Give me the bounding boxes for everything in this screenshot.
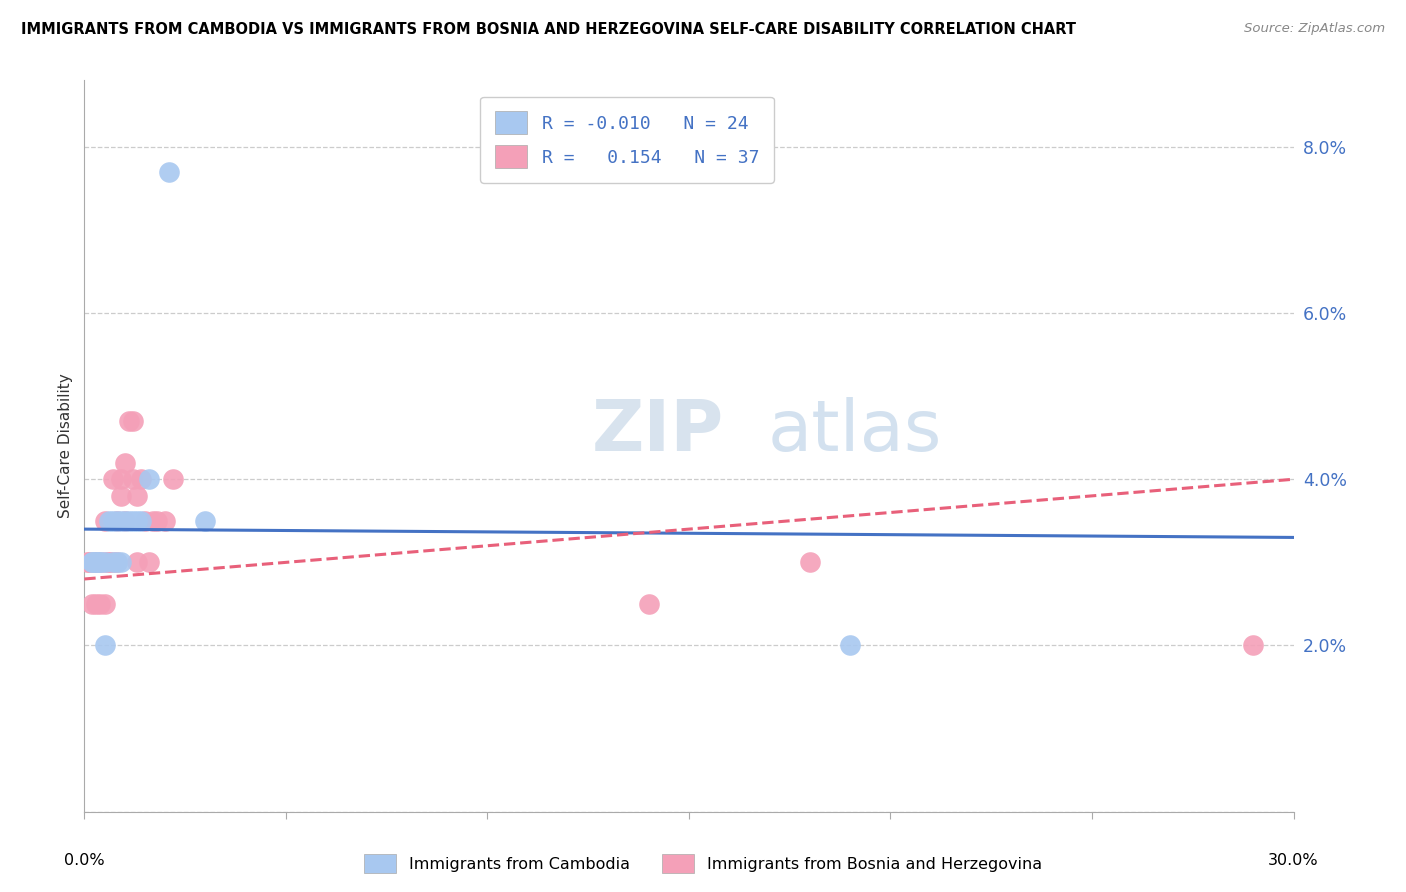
Point [110,489,132,503]
Point [93,555,115,569]
Point [142,514,165,528]
Point [101,555,124,569]
Point [101,555,124,569]
Point [1241,639,1264,653]
Text: IMMIGRANTS FROM CAMBODIA VS IMMIGRANTS FROM BOSNIA AND HERZEGOVINA SELF-CARE DIS: IMMIGRANTS FROM CAMBODIA VS IMMIGRANTS F… [21,22,1076,37]
Text: 0.0%: 0.0% [65,854,104,868]
Point [89,555,111,569]
Point [194,514,217,528]
Point [89,597,111,611]
Point [110,555,132,569]
Point [637,597,659,611]
Point [138,555,160,569]
Y-axis label: Self-Care Disability: Self-Care Disability [58,374,73,518]
Point [121,414,143,428]
Point [101,514,124,528]
Point [114,456,136,470]
Point [86,555,108,569]
Point [162,472,184,486]
Point [77,555,100,569]
Point [134,514,156,528]
Point [97,555,120,569]
Point [93,639,115,653]
Point [93,597,115,611]
Point [118,414,141,428]
Point [89,555,111,569]
Point [105,555,128,569]
Point [146,514,169,528]
Point [97,514,120,528]
Point [129,514,152,528]
Point [86,555,108,569]
Point [97,555,120,569]
Point [82,555,104,569]
Text: 30.0%: 30.0% [1268,854,1319,868]
Point [110,514,132,528]
Legend: Immigrants from Cambodia, Immigrants from Bosnia and Herzegovina: Immigrants from Cambodia, Immigrants fro… [359,847,1047,880]
Text: ZIP: ZIP [592,397,724,466]
Point [89,555,111,569]
Point [125,514,148,528]
Point [86,555,108,569]
Point [157,164,180,178]
Point [125,555,148,569]
Point [101,472,124,486]
Point [121,514,143,528]
Point [799,555,821,569]
Point [82,597,104,611]
Point [105,555,128,569]
Point [138,472,160,486]
Point [105,514,128,528]
Point [86,597,108,611]
Point [93,514,115,528]
Point [110,472,132,486]
Point [121,472,143,486]
Point [105,514,128,528]
Text: atlas: atlas [768,397,942,466]
Legend: R = -0.010   N = 24, R =   0.154   N = 37: R = -0.010 N = 24, R = 0.154 N = 37 [481,96,773,183]
Point [153,514,176,528]
Point [93,555,115,569]
Point [82,555,104,569]
Point [114,514,136,528]
Text: Source: ZipAtlas.com: Source: ZipAtlas.com [1244,22,1385,36]
Point [114,514,136,528]
Point [839,639,862,653]
Point [86,555,108,569]
Point [129,472,152,486]
Point [125,489,148,503]
Point [82,555,104,569]
Point [77,555,100,569]
Point [118,514,141,528]
